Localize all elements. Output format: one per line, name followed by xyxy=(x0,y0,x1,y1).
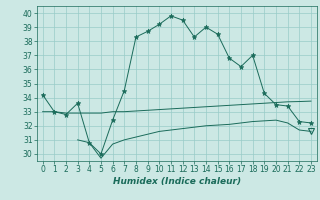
X-axis label: Humidex (Indice chaleur): Humidex (Indice chaleur) xyxy=(113,177,241,186)
